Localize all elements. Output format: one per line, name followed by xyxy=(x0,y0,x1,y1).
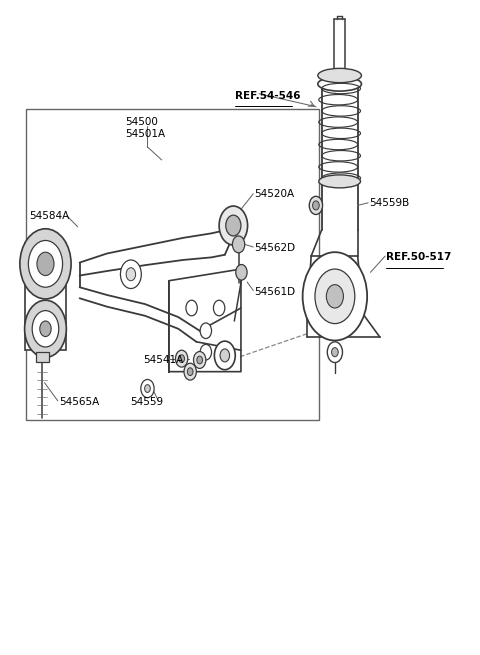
Bar xyxy=(36,352,49,362)
Text: 54520A: 54520A xyxy=(254,189,294,199)
Circle shape xyxy=(193,352,206,368)
Text: 54561D: 54561D xyxy=(254,287,295,297)
Circle shape xyxy=(40,321,51,337)
Circle shape xyxy=(326,285,343,308)
Circle shape xyxy=(24,300,66,358)
Circle shape xyxy=(219,206,248,245)
Text: REF.54-546: REF.54-546 xyxy=(235,90,301,101)
Text: 54541A: 54541A xyxy=(143,355,183,365)
Text: 54562D: 54562D xyxy=(254,243,295,253)
Circle shape xyxy=(120,260,141,289)
Text: REF.50-517: REF.50-517 xyxy=(386,252,452,263)
Text: 54584A: 54584A xyxy=(29,211,69,221)
Circle shape xyxy=(315,269,355,324)
Circle shape xyxy=(220,349,229,362)
Circle shape xyxy=(176,350,188,367)
Circle shape xyxy=(215,341,235,369)
Circle shape xyxy=(332,348,338,357)
Circle shape xyxy=(312,201,319,210)
Ellipse shape xyxy=(318,77,361,91)
Circle shape xyxy=(232,236,245,253)
Circle shape xyxy=(179,355,184,363)
Text: 54500: 54500 xyxy=(125,117,158,127)
Text: 54559: 54559 xyxy=(130,397,163,407)
Circle shape xyxy=(141,379,154,398)
Bar xyxy=(24,243,66,350)
Ellipse shape xyxy=(318,68,361,83)
Circle shape xyxy=(37,252,54,276)
Text: 54559B: 54559B xyxy=(369,198,409,208)
Circle shape xyxy=(28,240,62,288)
Circle shape xyxy=(236,265,247,280)
Circle shape xyxy=(186,300,197,316)
Circle shape xyxy=(200,323,212,339)
Circle shape xyxy=(144,384,150,392)
Circle shape xyxy=(327,342,342,363)
Circle shape xyxy=(126,268,136,281)
Circle shape xyxy=(197,356,203,364)
Text: 54565A: 54565A xyxy=(59,397,99,407)
Circle shape xyxy=(200,345,212,360)
Circle shape xyxy=(309,196,323,214)
Ellipse shape xyxy=(319,175,360,188)
Circle shape xyxy=(20,229,71,299)
Text: 54501A: 54501A xyxy=(125,129,165,139)
Circle shape xyxy=(184,364,196,380)
Circle shape xyxy=(226,215,241,236)
Circle shape xyxy=(32,310,59,347)
Bar xyxy=(25,109,319,420)
Circle shape xyxy=(187,367,193,375)
Circle shape xyxy=(214,300,225,316)
Circle shape xyxy=(302,252,367,341)
